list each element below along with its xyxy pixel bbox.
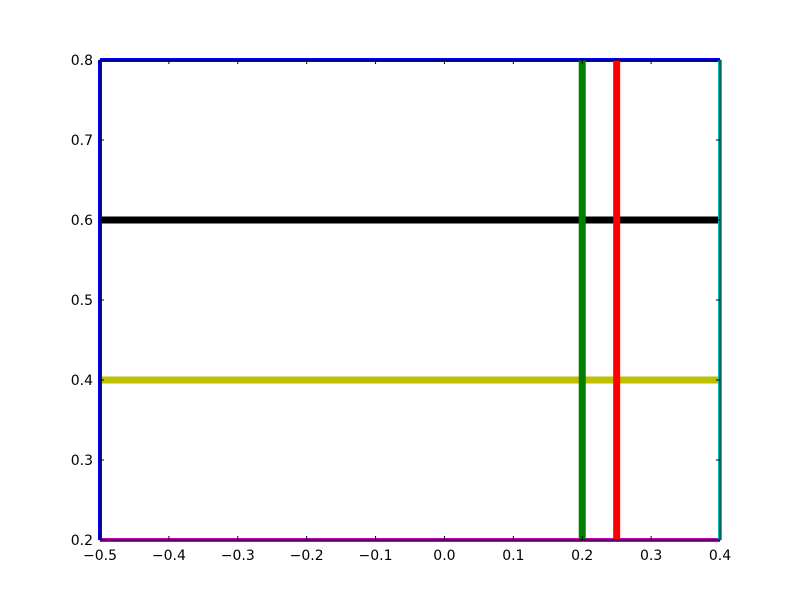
x-tick-label: 0.4 (709, 548, 731, 564)
y-tick-label: 0.6 (71, 213, 93, 229)
x-tick-label: 0.3 (640, 548, 662, 564)
x-tick-label: −0.3 (221, 548, 255, 564)
x-tick-label: −0.1 (359, 548, 393, 564)
y-tick-label: 0.4 (71, 373, 93, 389)
y-tick-label: 0.5 (71, 293, 93, 309)
plot-area (100, 60, 720, 540)
x-tick-label: 0.0 (433, 548, 455, 564)
y-tick-label: 0.8 (71, 53, 93, 69)
x-tick-label: −0.4 (152, 548, 186, 564)
x-tick-label: −0.5 (83, 548, 117, 564)
y-tick-label: 0.3 (71, 453, 93, 469)
y-tick-label: 0.7 (71, 133, 93, 149)
y-tick-label: 0.2 (71, 533, 93, 549)
x-tick-label: 0.1 (502, 548, 524, 564)
x-tick-label: 0.2 (571, 548, 593, 564)
x-tick-label: −0.2 (290, 548, 324, 564)
